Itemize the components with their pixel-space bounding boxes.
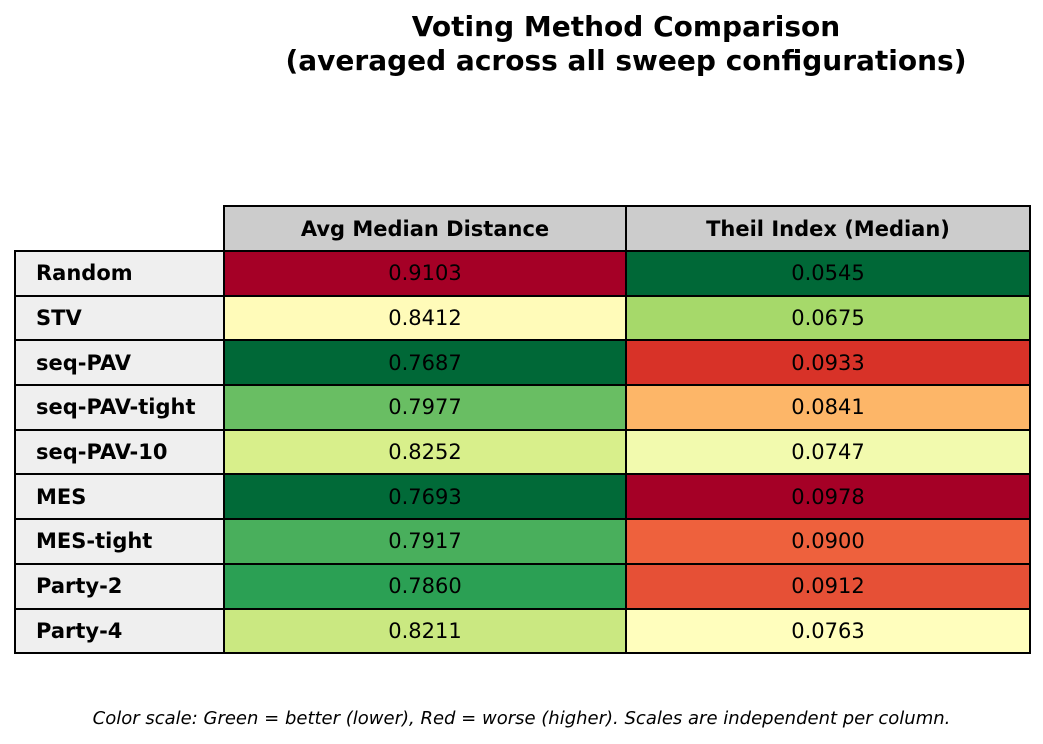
column-header: Theil Index (Median) [625, 205, 1031, 252]
corner-cell [15, 206, 224, 251]
value-cell: 0.8252 [223, 428, 627, 476]
table-row: seq-PAV-10 0.8252 0.0747 [14, 428, 1031, 476]
color-scale-footnote: Color scale: Green = better (lower), Red… [92, 708, 951, 729]
row-label: Random [14, 250, 225, 297]
value-cell: 0.8211 [223, 607, 627, 655]
value-cell: 0.0747 [625, 428, 1031, 476]
comparison-table: Avg Median Distance Theil Index (Median) … [14, 205, 1031, 655]
row-label: seq-PAV-tight [14, 384, 225, 431]
value-cell: 0.0933 [625, 339, 1031, 387]
value-cell: 0.9103 [223, 250, 627, 297]
value-cell: 0.0912 [625, 562, 1031, 610]
value-cell: 0.7977 [223, 384, 627, 431]
table-row: Party-2 0.7860 0.0912 [14, 562, 1031, 610]
value-cell: 0.8412 [223, 294, 627, 342]
value-cell: 0.0978 [625, 473, 1031, 521]
value-cell: 0.0900 [625, 518, 1031, 565]
figure-title: Voting Method Comparison (averaged acros… [223, 10, 1029, 78]
column-header: Avg Median Distance [223, 205, 627, 252]
table-header-row: Avg Median Distance Theil Index (Median) [15, 205, 1031, 252]
value-cell: 0.0841 [625, 384, 1031, 431]
value-cell: 0.0675 [625, 294, 1031, 342]
row-label: STV [14, 294, 225, 342]
table-row: MES-tight 0.7917 0.0900 [14, 518, 1031, 565]
row-label: MES [14, 473, 225, 521]
row-label: seq-PAV [14, 339, 225, 387]
row-label: MES-tight [14, 518, 225, 565]
value-cell: 0.0545 [625, 250, 1031, 297]
table-row: Random 0.9103 0.0545 [14, 250, 1031, 297]
table-row: seq-PAV 0.7687 0.0933 [14, 339, 1031, 387]
table-row: STV 0.8412 0.0675 [14, 294, 1031, 342]
row-label: seq-PAV-10 [14, 428, 225, 476]
value-cell: 0.7860 [223, 562, 627, 610]
figure-title-line1: Voting Method Comparison [411, 10, 841, 43]
row-label: Party-2 [14, 562, 225, 610]
table-row: seq-PAV-tight 0.7977 0.0841 [14, 384, 1031, 431]
figure-title-line2: (averaged across all sweep configuration… [285, 44, 967, 77]
value-cell: 0.7687 [223, 339, 627, 387]
value-cell: 0.7693 [223, 473, 627, 521]
value-cell: 0.7917 [223, 518, 627, 565]
table-row: MES 0.7693 0.0978 [14, 473, 1031, 521]
row-label: Party-4 [14, 607, 225, 655]
value-cell: 0.0763 [625, 607, 1031, 655]
table-row: Party-4 0.8211 0.0763 [14, 607, 1031, 655]
